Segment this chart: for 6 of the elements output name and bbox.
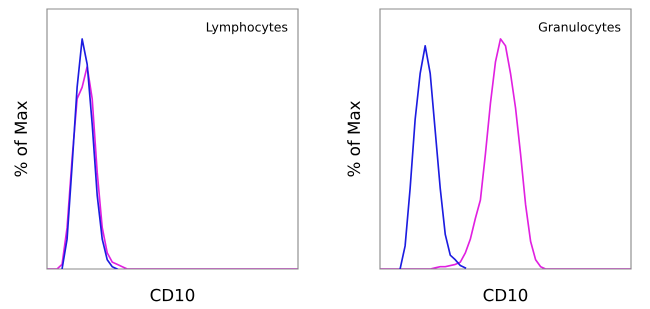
x-axis-title: CD10 (150, 288, 194, 302)
text: Granulocytes (538, 22, 620, 34)
x-axis-title: CD10 (484, 288, 528, 302)
y-axis-title: % of Max (14, 101, 28, 177)
text: Lymphocytes (206, 22, 288, 34)
y-axis-title: % of Max (347, 101, 360, 177)
